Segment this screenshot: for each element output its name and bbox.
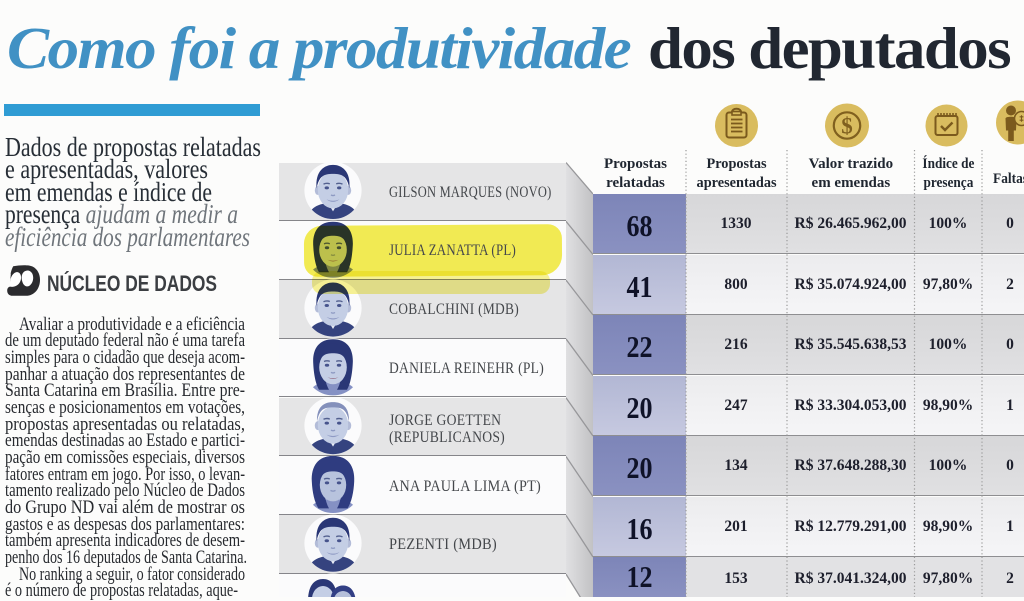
svg-text:$: $	[841, 114, 853, 139]
